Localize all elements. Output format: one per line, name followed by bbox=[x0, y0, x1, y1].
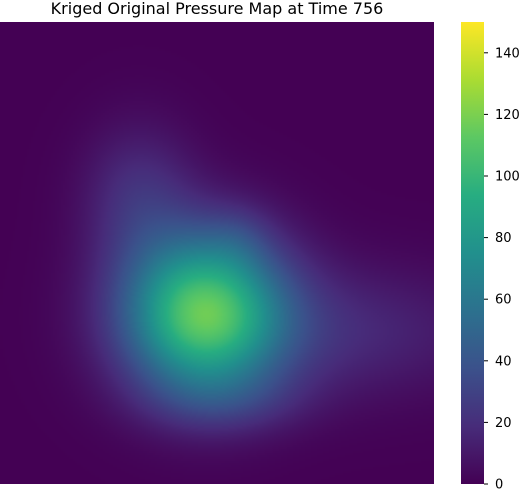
colorbar-tick-label: 60 bbox=[495, 293, 512, 308]
colorbar-tick-label: 20 bbox=[495, 416, 512, 431]
colorbar-tick-label: 80 bbox=[495, 231, 512, 246]
colorbar-axis: 0 20 40 60 80 100 120 140 bbox=[484, 46, 520, 492]
chart-title: Kriged Original Pressure Map at Time 756 bbox=[51, 0, 384, 18]
colorbar-tick-label: 40 bbox=[495, 354, 512, 369]
colorbar-tick-label: 120 bbox=[495, 108, 520, 123]
colorbar-tick-label: 0 bbox=[495, 478, 503, 492]
colorbar bbox=[461, 22, 484, 484]
colorbar-tick-label: 100 bbox=[495, 170, 520, 185]
heatmap-surface bbox=[0, 22, 434, 484]
colorbar-tick-label: 140 bbox=[495, 46, 520, 61]
